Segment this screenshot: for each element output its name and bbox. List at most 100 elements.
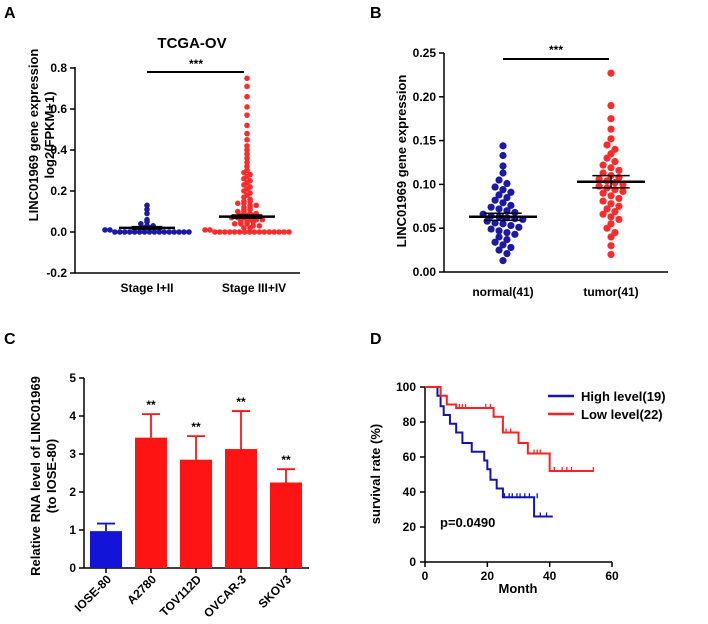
- panel-a-point: [231, 229, 238, 235]
- panel-a-point: [247, 225, 253, 231]
- panel-b-point: [607, 101, 615, 110]
- panel-b-point: [499, 186, 507, 194]
- panel-b-point: [607, 164, 615, 172]
- panel-d-x-ticks: 0 20 40 60: [422, 562, 619, 583]
- panel-a-significance: ***: [189, 57, 203, 71]
- panel-c-ytick-label: 4: [69, 409, 76, 423]
- panel-d-ylabel: survival rate (%): [368, 424, 383, 524]
- panel-c-significance: **: [236, 395, 246, 409]
- panel-a-point: [234, 208, 241, 215]
- panel-b-ytick-label: 0.20: [413, 90, 437, 104]
- panel-d-y-ticks: 0 20 40 60 80 100: [396, 380, 425, 569]
- panel-a-point: [253, 202, 260, 209]
- panel-a-point: [244, 83, 250, 90]
- panel-b-point: [503, 179, 511, 188]
- panel-b-point: [607, 250, 615, 259]
- panel-a-point: [256, 229, 263, 235]
- panel-a-point: [136, 229, 143, 235]
- panel-d: D survival rate (%) 0 20 40 60 80 100 0 20 40 60…: [368, 331, 666, 596]
- panel-c-ylabel-unit: (to IOSE-80): [44, 439, 59, 513]
- panel-b-ylabel: LINC01969 gene expression: [394, 75, 409, 248]
- panel-b-point: [607, 192, 615, 200]
- panel-b-point: [507, 188, 515, 196]
- panel-c-ytick-label: 5: [69, 371, 76, 385]
- panel-b-point: [607, 115, 615, 123]
- panel-a-point: [244, 143, 250, 149]
- panel-a-point: [236, 229, 243, 235]
- low-level-curve: [425, 386, 594, 472]
- panel-a-point: [107, 227, 113, 233]
- panel-a-point: [166, 229, 173, 235]
- panel-b-point: [611, 186, 619, 194]
- panel-b-point: [495, 191, 503, 199]
- panel-b-point: [615, 202, 623, 210]
- panel-a-point: [244, 155, 250, 161]
- panel-c-ytick-label: 1: [69, 523, 76, 537]
- panel-a-point: [247, 206, 253, 213]
- panel-a-point: [244, 221, 250, 227]
- panel-b-point: [487, 203, 495, 211]
- panel-b-point: [491, 219, 499, 227]
- panel-b-point: [607, 135, 615, 143]
- panel-a-point: [246, 229, 253, 235]
- panel-b-point: [503, 193, 511, 202]
- panel-c-bar: [135, 437, 167, 568]
- panel-a-point: [244, 122, 250, 129]
- panel-a-point: [244, 163, 250, 170]
- panel-b-point: [603, 224, 611, 232]
- panel-b-point: [611, 207, 619, 216]
- panel-b-point: [499, 220, 507, 228]
- panel-a-ytick-label: -0.2: [46, 266, 67, 280]
- panel-a-point: [212, 229, 218, 235]
- panel-b-point: [511, 230, 519, 238]
- legend-low-label: Low level(22): [581, 407, 663, 422]
- panel-b-ytick-label: 0.05: [413, 221, 437, 235]
- panel-b-point: [607, 125, 615, 133]
- panel-a-point: [126, 229, 133, 235]
- panel-a-point: [251, 229, 258, 235]
- panel-b-point: [599, 189, 607, 197]
- panel-c-significance: **: [146, 398, 156, 412]
- panel-c-letter: C: [4, 331, 16, 348]
- panel-b-point: [503, 207, 511, 215]
- panel-d-curves: [425, 386, 594, 518]
- panel-a-point: [241, 188, 247, 194]
- panel-b-point: [511, 208, 519, 217]
- panel-a-point: [181, 229, 187, 235]
- panel-a-point: [247, 198, 253, 205]
- panel-a-ytick-label: 0.8: [50, 61, 67, 75]
- panel-a-point: [117, 229, 123, 235]
- panel-a-point: [151, 229, 158, 235]
- panel-a-point: [144, 210, 150, 217]
- panel-a-point: [226, 229, 233, 235]
- panel-a-point: [131, 229, 138, 235]
- panel-c-significance: **: [191, 420, 201, 434]
- panel-c-ytick-label: 0: [69, 561, 76, 575]
- panel-a-point: [244, 130, 250, 137]
- panel-a-point: [231, 221, 238, 227]
- panel-a-title: TCGA-OV: [157, 35, 226, 52]
- panel-a-point: [241, 175, 247, 182]
- panel-a-point: [244, 104, 250, 110]
- panel-a-xtick-stage-3-4: Stage III+IV: [222, 281, 286, 295]
- panel-b-point: [615, 194, 623, 203]
- panel-b-point: [495, 227, 503, 235]
- panel-c-xtick-label: SKOV3: [255, 572, 294, 611]
- panel-c-xtick-label: OVCAR-3: [201, 572, 249, 620]
- panel-a-point: [244, 75, 250, 82]
- panel-a-point: [171, 229, 177, 235]
- panel-a-point: [144, 202, 150, 209]
- panel-b-point: [495, 246, 503, 254]
- panel-d-xlabel: Month: [499, 581, 538, 596]
- panel-b-ytick-label: 0.10: [413, 177, 437, 191]
- panel-a-letter: A: [4, 5, 16, 22]
- panel-a-point: [241, 182, 247, 188]
- panel-b-point: [507, 221, 515, 230]
- panel-d-ytick-label: 80: [403, 415, 417, 429]
- panel-a-point: [176, 229, 182, 235]
- panel-a-ytick-label: 0.6: [50, 102, 67, 116]
- panel-a-point: [207, 227, 213, 233]
- panel-d-ytick-label: 60: [403, 450, 417, 464]
- panel-a-y-ticks: -0.2 0.0 0.2 0.4 0.6 0.8: [46, 61, 75, 280]
